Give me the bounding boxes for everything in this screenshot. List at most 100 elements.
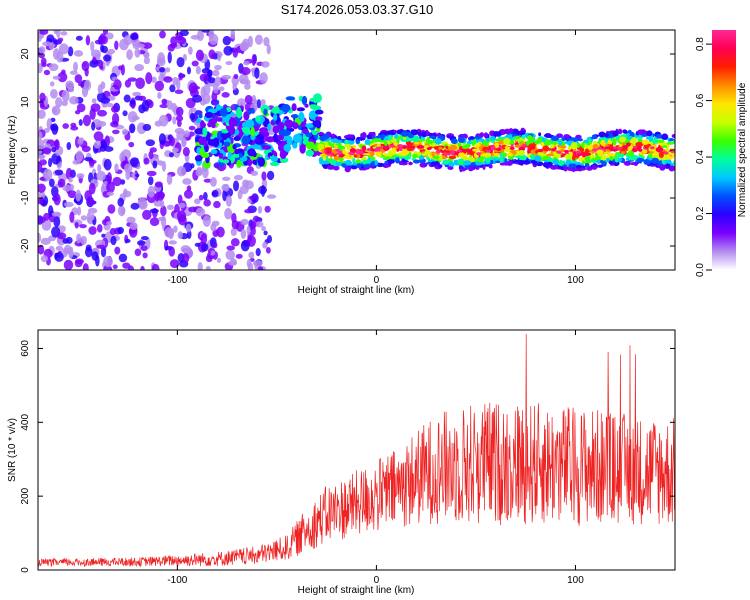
noise-blob — [182, 146, 190, 157]
noise-blob — [244, 208, 254, 214]
signal-blob — [459, 166, 463, 173]
transition-blob — [234, 148, 239, 155]
transition-blob — [196, 118, 202, 124]
signal-blob — [330, 159, 337, 166]
noise-blob — [182, 178, 192, 185]
noise-blob — [70, 122, 77, 128]
signal-peak — [591, 148, 597, 152]
noise-blob — [137, 197, 147, 209]
signal-blob — [426, 161, 432, 165]
noise-blob — [200, 242, 209, 252]
noise-blob — [211, 220, 220, 227]
signal-blob — [468, 165, 475, 171]
noise-blob — [68, 177, 73, 183]
noise-blob — [205, 265, 211, 270]
transition-blob — [202, 126, 208, 137]
signal-blob — [486, 137, 490, 142]
noise-blob — [63, 201, 74, 208]
noise-blob — [142, 42, 153, 49]
noise-blob — [88, 226, 97, 235]
transition-blob — [305, 149, 314, 157]
signal-peak — [586, 152, 592, 156]
signal-peak — [426, 147, 432, 151]
noise-blob — [176, 165, 187, 177]
noise-blob — [250, 226, 256, 236]
noise-blob — [112, 176, 122, 187]
signal-blob — [671, 152, 675, 157]
signal-blob — [450, 149, 455, 156]
y-tick-label: 0 — [20, 567, 31, 573]
noise-blob — [158, 114, 169, 127]
noise-blob — [129, 222, 138, 230]
transition-blob — [198, 113, 203, 119]
transition-blob — [220, 129, 229, 134]
signal-blob — [507, 128, 514, 133]
noise-blob — [51, 146, 57, 153]
transition-blob — [278, 128, 288, 137]
transition-blob — [250, 126, 255, 137]
noise-blob — [210, 250, 216, 256]
noise-blob — [195, 49, 204, 61]
signal-blob — [563, 166, 568, 172]
signal-blob — [426, 140, 432, 145]
noise-blob — [178, 72, 184, 81]
signal-blob — [612, 138, 617, 146]
transition-blob — [292, 122, 299, 130]
signal-blob — [504, 158, 508, 163]
colorbar-tick-label: 0.4 — [695, 150, 706, 164]
signal-blob — [632, 137, 637, 144]
noise-blob — [225, 195, 232, 207]
noise-blob — [77, 206, 82, 216]
noise-blob — [103, 54, 112, 62]
noise-blob — [52, 107, 58, 114]
signal-peak — [326, 150, 332, 154]
signal-blob — [578, 138, 583, 142]
noise-blob — [167, 51, 172, 64]
transition-blob — [290, 114, 299, 119]
transition-blob — [312, 120, 321, 128]
signal-blob — [417, 131, 422, 136]
signal-blob — [581, 160, 586, 165]
transition-blob — [281, 103, 291, 113]
signal-blob — [505, 134, 511, 138]
signal-blob — [493, 152, 500, 157]
signal-blob — [552, 158, 559, 165]
noise-blob — [159, 199, 165, 208]
noise-blob — [81, 60, 90, 72]
signal-blob — [475, 161, 484, 166]
noise-blob — [261, 171, 267, 181]
signal-blob — [317, 132, 325, 135]
noise-blob — [208, 49, 216, 60]
noise-blob — [38, 139, 45, 151]
transition-blob — [285, 96, 295, 101]
noise-blob — [62, 238, 69, 244]
signal-blob — [625, 142, 631, 147]
signal-peak — [435, 150, 441, 154]
signal-blob — [488, 164, 493, 169]
signal-peak — [456, 149, 462, 153]
signal-blob — [421, 153, 428, 156]
noise-blob — [235, 253, 243, 259]
noise-blob — [195, 207, 206, 217]
signal-blob — [396, 137, 400, 144]
noise-blob — [188, 46, 193, 55]
noise-blob — [233, 174, 243, 181]
transition-blob — [283, 143, 292, 152]
noise-blob — [190, 85, 201, 90]
noise-blob — [252, 98, 258, 105]
noise-blob — [106, 221, 112, 226]
signal-blob — [361, 145, 367, 152]
noise-blob — [135, 173, 140, 178]
noise-blob — [56, 51, 64, 63]
noise-blob — [165, 67, 171, 73]
noise-blob — [261, 61, 270, 68]
transition-blob — [219, 107, 228, 117]
y-tick-label: 0 — [20, 147, 31, 153]
noise-blob — [195, 168, 203, 177]
signal-blob — [661, 145, 668, 148]
noise-blob — [114, 40, 119, 51]
signal-blob — [338, 157, 344, 161]
colorbar-label: Normalized spectral amplitude — [737, 82, 748, 217]
noise-blob — [224, 207, 233, 220]
